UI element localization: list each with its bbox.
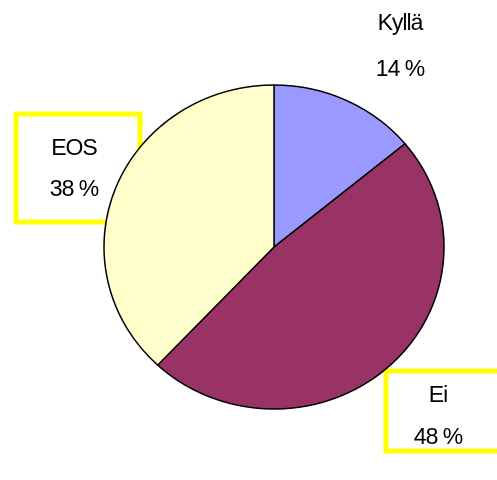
pie-slice — [273, 84, 407, 249]
pie-slice — [103, 84, 275, 367]
slice-label: Ei — [429, 381, 447, 407]
slice-label: EOS — [51, 134, 97, 160]
slice-value-label: 38 % — [50, 175, 99, 201]
label-box — [383, 368, 497, 454]
slice-value-label: 48 % — [414, 423, 463, 449]
slice-value-label: 14 % — [376, 55, 425, 81]
pie-slice — [156, 142, 445, 410]
slice-label: Kyllä — [378, 9, 424, 35]
